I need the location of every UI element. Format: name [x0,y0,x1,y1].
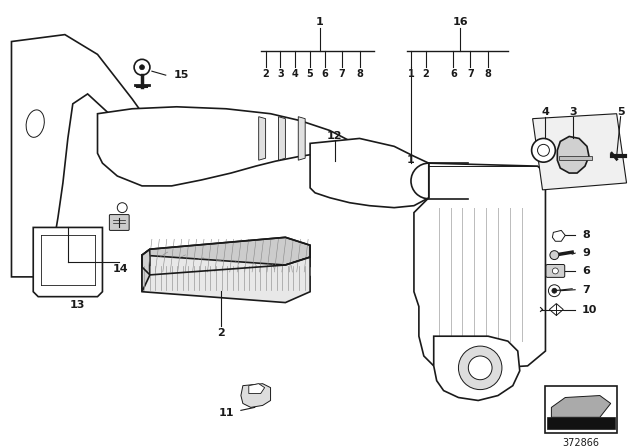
Circle shape [552,288,557,293]
Text: 4: 4 [541,107,549,117]
Polygon shape [142,255,310,302]
Bar [547,417,614,429]
Text: 1: 1 [316,17,324,27]
Text: 7: 7 [467,69,474,79]
Polygon shape [142,237,310,275]
FancyBboxPatch shape [109,215,129,230]
Text: 7: 7 [339,69,345,79]
Text: 2: 2 [262,69,269,79]
Polygon shape [552,230,565,241]
Text: 4: 4 [292,69,299,79]
Circle shape [134,59,150,75]
Text: 9: 9 [582,248,590,258]
Ellipse shape [26,110,44,138]
Text: 5: 5 [307,69,314,79]
Circle shape [548,285,560,297]
Text: 8: 8 [484,69,492,79]
Polygon shape [414,163,545,371]
Text: 6: 6 [321,69,328,79]
Text: 3: 3 [570,107,577,117]
Polygon shape [259,116,266,160]
Circle shape [140,65,145,70]
Circle shape [468,356,492,380]
Polygon shape [434,336,520,401]
Text: 5: 5 [617,107,625,117]
Text: 7: 7 [582,285,590,295]
Text: 1: 1 [408,69,414,79]
Text: 2: 2 [422,69,429,79]
Text: 3: 3 [277,69,284,79]
FancyBboxPatch shape [546,264,564,277]
Polygon shape [241,383,271,407]
Circle shape [550,251,559,259]
Text: 372866: 372866 [563,438,600,448]
Polygon shape [278,116,285,160]
Polygon shape [12,34,196,277]
Circle shape [538,144,549,156]
Text: 6: 6 [582,266,590,276]
Text: 10: 10 [582,305,597,314]
Text: 16: 16 [452,17,468,27]
Polygon shape [532,114,627,190]
Circle shape [532,138,556,162]
Circle shape [458,346,502,390]
Polygon shape [142,249,150,292]
Text: 6: 6 [450,69,457,79]
Text: 2: 2 [217,328,225,338]
Polygon shape [97,107,468,186]
Text: 15: 15 [174,70,189,80]
Polygon shape [549,304,563,315]
Polygon shape [559,156,592,160]
Text: 12: 12 [327,131,342,142]
Polygon shape [557,137,589,173]
Text: 14: 14 [113,264,128,274]
Text: 8: 8 [582,230,590,240]
Polygon shape [310,138,429,208]
Text: 1: 1 [407,155,415,165]
Polygon shape [33,228,102,297]
Circle shape [552,268,558,274]
Circle shape [117,202,127,213]
Polygon shape [552,396,611,417]
Polygon shape [298,116,305,160]
Text: 11: 11 [218,408,234,418]
Polygon shape [249,383,264,393]
Bar [545,386,617,433]
Text: 8: 8 [356,69,363,79]
Text: 13: 13 [70,300,85,310]
